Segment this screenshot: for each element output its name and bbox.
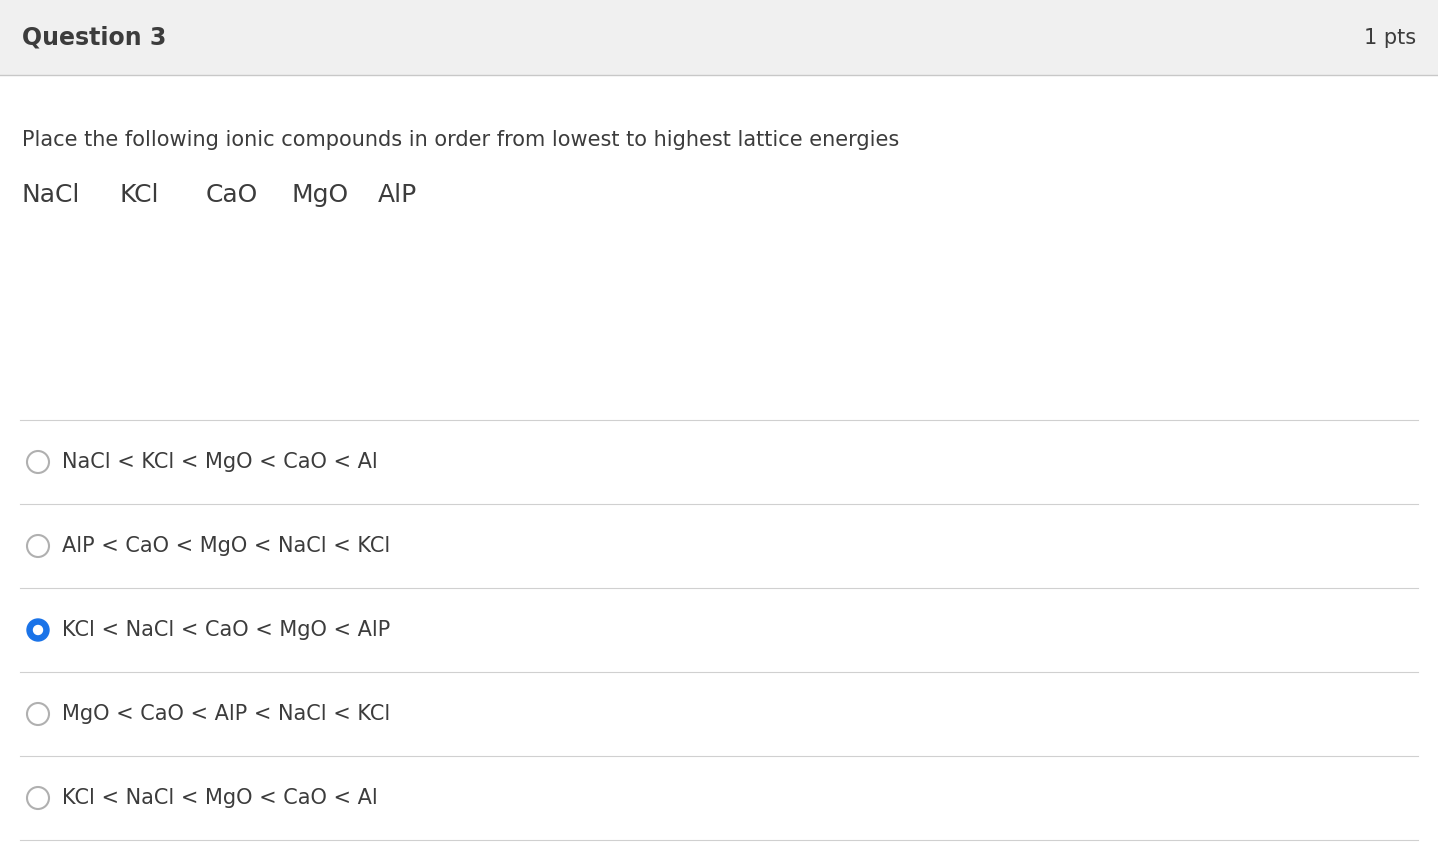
Text: NaCl < KCl < MgO < CaO < Al: NaCl < KCl < MgO < CaO < Al bbox=[62, 452, 378, 472]
Circle shape bbox=[33, 626, 43, 635]
Text: KCl: KCl bbox=[119, 183, 160, 207]
Text: KCl < NaCl < CaO < MgO < AlP: KCl < NaCl < CaO < MgO < AlP bbox=[62, 620, 390, 640]
Text: MgO < CaO < AlP < NaCl < KCl: MgO < CaO < AlP < NaCl < KCl bbox=[62, 704, 390, 724]
Text: CaO: CaO bbox=[206, 183, 259, 207]
Text: Question 3: Question 3 bbox=[22, 25, 167, 50]
FancyBboxPatch shape bbox=[0, 0, 1438, 75]
Text: 1 pts: 1 pts bbox=[1363, 28, 1416, 47]
Text: NaCl: NaCl bbox=[22, 183, 81, 207]
Circle shape bbox=[27, 619, 49, 641]
Circle shape bbox=[27, 451, 49, 473]
Text: AlP < CaO < MgO < NaCl < KCl: AlP < CaO < MgO < NaCl < KCl bbox=[62, 536, 390, 556]
Text: AlP: AlP bbox=[378, 183, 417, 207]
Circle shape bbox=[27, 535, 49, 557]
Text: Place the following ionic compounds in order from lowest to highest lattice ener: Place the following ionic compounds in o… bbox=[22, 130, 899, 150]
Text: KCl < NaCl < MgO < CaO < Al: KCl < NaCl < MgO < CaO < Al bbox=[62, 788, 378, 808]
Circle shape bbox=[27, 703, 49, 725]
Text: MgO: MgO bbox=[292, 183, 349, 207]
Circle shape bbox=[27, 787, 49, 809]
